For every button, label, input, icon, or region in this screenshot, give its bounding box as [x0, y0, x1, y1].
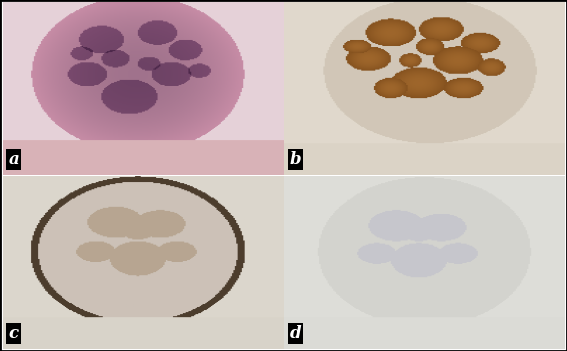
Text: b: b — [290, 151, 301, 168]
Text: d: d — [290, 325, 301, 342]
Text: a: a — [9, 151, 19, 168]
Text: c: c — [9, 325, 19, 342]
